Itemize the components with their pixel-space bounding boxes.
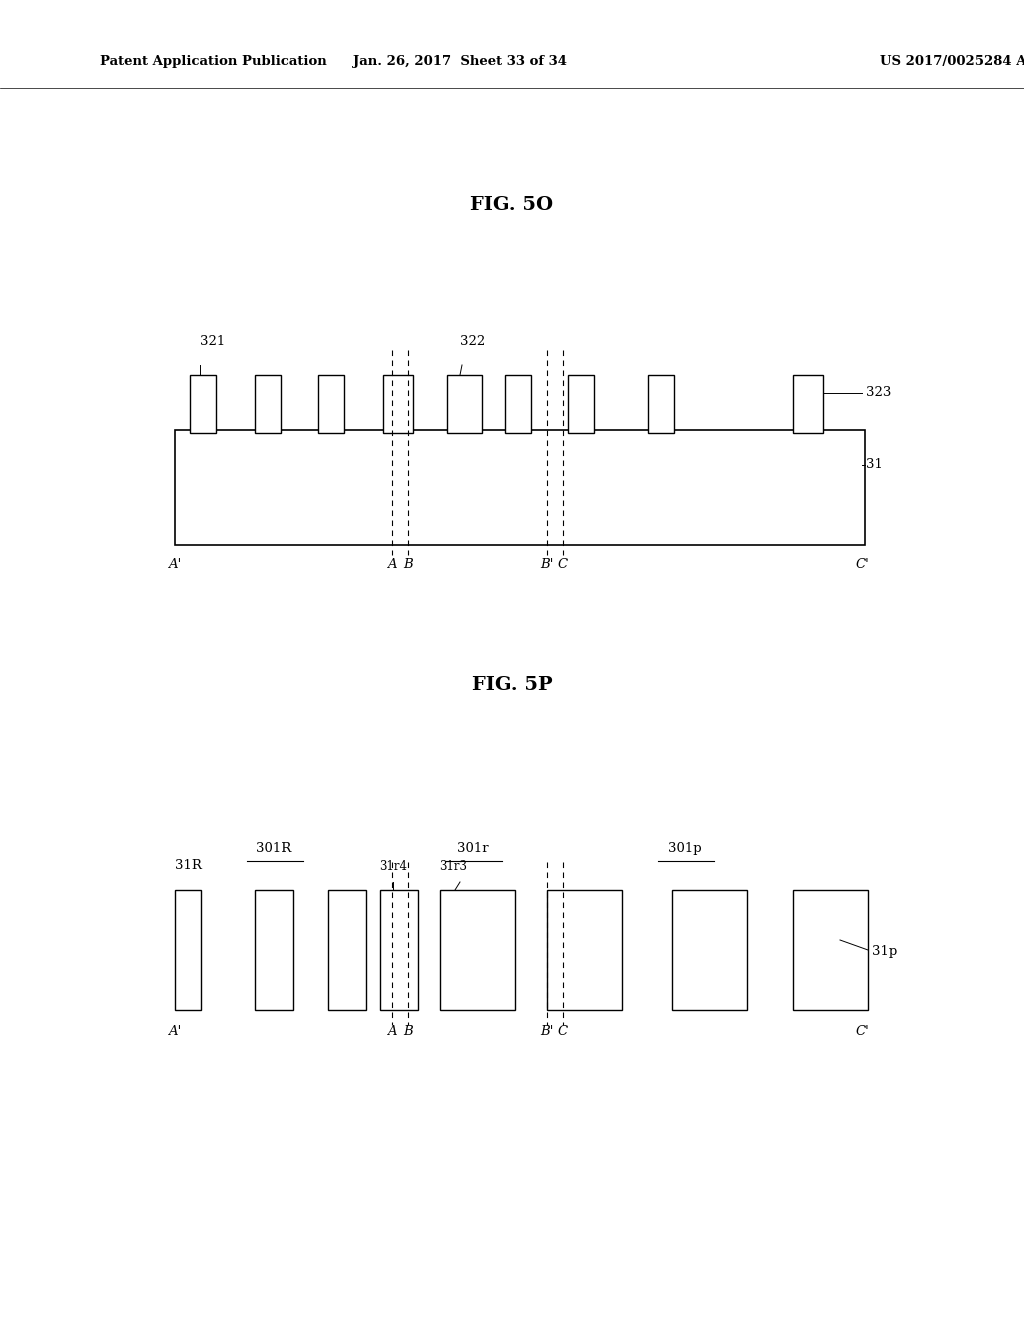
Text: 301R: 301R bbox=[256, 842, 292, 855]
Bar bbox=[255, 890, 293, 1010]
Text: US 2017/0025284 A1: US 2017/0025284 A1 bbox=[880, 55, 1024, 69]
Text: A: A bbox=[387, 1026, 397, 1038]
Text: 31: 31 bbox=[866, 458, 883, 471]
Bar bbox=[648, 375, 674, 433]
Text: C: C bbox=[558, 1026, 568, 1038]
Bar bbox=[568, 375, 594, 433]
Text: Jan. 26, 2017  Sheet 33 of 34: Jan. 26, 2017 Sheet 33 of 34 bbox=[353, 55, 567, 69]
Text: 321: 321 bbox=[200, 335, 225, 348]
Text: B: B bbox=[403, 558, 413, 572]
Text: C': C' bbox=[855, 1026, 869, 1038]
Bar bbox=[175, 890, 201, 1010]
Bar bbox=[672, 890, 746, 1010]
Text: 301p: 301p bbox=[669, 842, 701, 855]
Bar bbox=[328, 890, 366, 1010]
Text: Patent Application Publication: Patent Application Publication bbox=[100, 55, 327, 69]
Text: 31r4: 31r4 bbox=[379, 861, 407, 873]
Bar bbox=[447, 375, 482, 433]
Text: 31p: 31p bbox=[872, 945, 897, 958]
Text: A': A' bbox=[168, 558, 181, 572]
Text: C': C' bbox=[855, 558, 869, 572]
Text: C: C bbox=[558, 558, 568, 572]
Text: 31R: 31R bbox=[175, 859, 202, 873]
Bar bbox=[380, 890, 418, 1010]
Text: 323: 323 bbox=[866, 387, 891, 400]
Bar bbox=[383, 375, 413, 433]
Text: 322: 322 bbox=[460, 335, 485, 348]
Bar bbox=[190, 375, 216, 433]
Text: B': B' bbox=[541, 1026, 554, 1038]
Bar bbox=[440, 890, 515, 1010]
Bar bbox=[175, 430, 865, 545]
Bar bbox=[255, 375, 281, 433]
Bar bbox=[793, 375, 823, 433]
Text: 301r: 301r bbox=[457, 842, 488, 855]
Text: 31r3: 31r3 bbox=[439, 861, 467, 873]
Bar bbox=[793, 890, 868, 1010]
Text: FIG. 5P: FIG. 5P bbox=[472, 676, 552, 694]
Text: FIG. 5O: FIG. 5O bbox=[470, 195, 554, 214]
Bar bbox=[318, 375, 344, 433]
Text: B': B' bbox=[541, 558, 554, 572]
Bar bbox=[505, 375, 531, 433]
Text: B: B bbox=[403, 1026, 413, 1038]
Bar bbox=[547, 890, 622, 1010]
Text: A': A' bbox=[168, 1026, 181, 1038]
Text: A: A bbox=[387, 558, 397, 572]
